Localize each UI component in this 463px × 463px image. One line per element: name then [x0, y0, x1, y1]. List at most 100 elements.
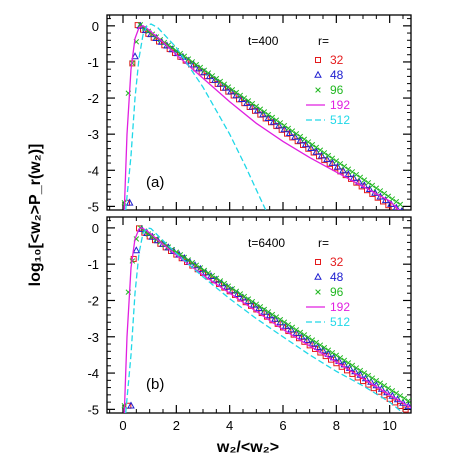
series-48-point — [189, 60, 198, 68]
series-96-point — [277, 316, 284, 323]
series-48-point — [271, 314, 279, 322]
series-96-point — [337, 160, 344, 167]
series-48-point — [324, 349, 333, 357]
series-48-point — [243, 98, 251, 106]
y-tick-label: -1 — [87, 257, 99, 272]
series-96-point — [385, 385, 392, 391]
legend-label-512: 512 — [330, 315, 350, 329]
series-96-point — [381, 190, 388, 197]
series-96-point — [217, 278, 224, 284]
series-96-point — [377, 380, 384, 386]
panel-b: 0 2 4 6 8 10 0 -1 -2 -3 -4 -5 t=6400 r= (b) 32489619251… — [87, 216, 412, 433]
series-48-point — [259, 110, 267, 118]
series-96-point — [193, 61, 200, 68]
series-48-point — [317, 151, 326, 159]
series-48-point — [125, 198, 134, 206]
series-48-point — [292, 328, 301, 336]
series-96-point — [269, 311, 276, 318]
series-96-point — [149, 31, 156, 37]
panel-label: (a) — [146, 174, 164, 191]
series-96-point — [313, 144, 320, 151]
series-96-point — [269, 114, 276, 121]
series-96-point — [209, 272, 216, 279]
data-area — [121, 224, 411, 413]
series-96-point — [233, 89, 240, 96]
series-96-point — [385, 193, 392, 200]
series-96-point — [277, 120, 284, 126]
series-96-point — [301, 136, 308, 142]
series-48-point — [276, 318, 285, 326]
series-96-point — [365, 179, 372, 186]
series-96-point — [293, 327, 300, 333]
series-48-point — [233, 289, 242, 297]
series-96-point — [281, 319, 288, 325]
legend-item-96: 96 — [315, 285, 344, 299]
series-48-point — [287, 325, 295, 333]
series-96-point — [329, 349, 336, 356]
series-48-point — [248, 102, 257, 110]
x-tick-label: 8 — [333, 418, 340, 433]
series-96-point — [381, 382, 388, 389]
series-512-line — [125, 227, 404, 413]
legend-title: r= — [318, 236, 329, 250]
series-32-point — [402, 406, 409, 413]
series-48-point — [349, 173, 358, 181]
legend-label-48: 48 — [330, 68, 344, 82]
series-96-point — [265, 111, 272, 118]
series-96-point — [293, 131, 300, 137]
series-96-point — [285, 125, 292, 132]
series-96-point — [361, 370, 368, 376]
series-96-point — [213, 275, 220, 282]
y-tick-label: 0 — [92, 221, 99, 236]
series-512-line — [125, 23, 267, 210]
series-48-point — [367, 377, 375, 385]
series-48-point — [211, 75, 219, 83]
series-48-point — [291, 132, 299, 140]
series-96-point — [281, 122, 288, 129]
series-48-point — [227, 87, 235, 95]
legend-item-48: 48 — [314, 270, 344, 284]
series-48-point — [319, 346, 327, 354]
series-96-point — [245, 296, 252, 302]
series-96-point — [253, 301, 260, 307]
series-96-point — [329, 155, 336, 162]
series-96-point — [373, 185, 380, 191]
series-96-point — [389, 388, 396, 394]
series-96-point — [353, 365, 360, 371]
series-96-point — [257, 304, 264, 310]
legend-swatch-32 — [315, 57, 321, 63]
series-96-point — [185, 56, 192, 62]
series-96-point — [249, 298, 256, 305]
series-96-point — [237, 92, 244, 99]
series-96-point — [341, 357, 348, 364]
legend-label-192: 192 — [330, 300, 350, 314]
series-96-point — [341, 163, 348, 170]
legend-label-32: 32 — [330, 53, 344, 67]
legend-item-32: 32 — [315, 255, 344, 269]
series-96-point — [145, 28, 152, 35]
y-tick-label: -3 — [87, 127, 99, 142]
series-96-point — [217, 78, 224, 85]
series-32-point — [397, 402, 404, 409]
series-48-point — [249, 300, 258, 308]
y-tick-label: -3 — [87, 330, 99, 345]
series-96-point — [213, 75, 220, 82]
legend-item-96: 96 — [315, 83, 344, 97]
series-96-point — [297, 133, 304, 140]
series-96-point — [165, 244, 172, 250]
series-96-point — [225, 283, 232, 289]
series-96-point — [229, 87, 236, 93]
series-32-point — [392, 399, 398, 406]
series-32-point — [381, 392, 388, 399]
series-96-point — [393, 198, 400, 205]
legend-swatch-32 — [315, 259, 321, 265]
series-96-point — [149, 233, 156, 240]
series-96-point — [397, 201, 404, 208]
series-48-point — [132, 246, 141, 254]
series-48-point — [205, 72, 214, 80]
series-96-point — [201, 267, 208, 274]
panel-label: (b) — [146, 376, 164, 393]
y-tick-label: -4 — [87, 163, 99, 178]
legend-label-512: 512 — [330, 113, 350, 127]
